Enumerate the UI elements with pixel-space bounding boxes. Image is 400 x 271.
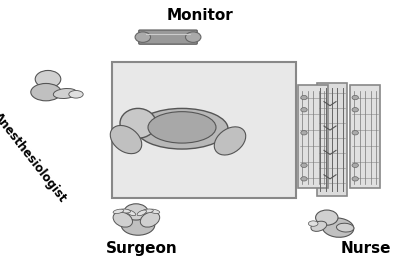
Ellipse shape [69, 91, 83, 98]
Circle shape [352, 108, 358, 112]
Circle shape [301, 177, 307, 181]
Circle shape [35, 70, 61, 88]
Circle shape [124, 204, 148, 220]
Circle shape [186, 32, 201, 42]
Circle shape [352, 131, 358, 135]
Ellipse shape [53, 89, 77, 98]
Circle shape [301, 131, 307, 135]
Ellipse shape [120, 209, 130, 213]
Circle shape [316, 210, 338, 225]
Ellipse shape [137, 210, 146, 216]
Ellipse shape [136, 108, 228, 149]
Ellipse shape [113, 212, 132, 227]
Text: Monitor: Monitor [167, 8, 233, 23]
Bar [350, 85, 380, 188]
Circle shape [301, 95, 307, 100]
Bar [298, 85, 328, 188]
Ellipse shape [142, 209, 153, 213]
Text: Anesthesiologist: Anesthesiologist [0, 110, 69, 205]
Circle shape [352, 177, 358, 181]
Circle shape [135, 32, 150, 42]
Circle shape [352, 95, 358, 100]
Ellipse shape [311, 221, 327, 231]
Ellipse shape [149, 209, 160, 214]
Text: Surgeon: Surgeon [106, 241, 178, 256]
Bar [112, 62, 296, 198]
Ellipse shape [308, 221, 318, 226]
FancyBboxPatch shape [139, 30, 197, 44]
Ellipse shape [148, 112, 216, 143]
Ellipse shape [336, 223, 354, 232]
Circle shape [301, 108, 307, 112]
Ellipse shape [121, 215, 155, 235]
Circle shape [352, 163, 358, 167]
Ellipse shape [126, 210, 136, 216]
Bar [317, 83, 347, 196]
Circle shape [301, 163, 307, 167]
Ellipse shape [113, 209, 124, 214]
Text: Nurse: Nurse [341, 241, 391, 256]
Ellipse shape [214, 127, 246, 155]
Ellipse shape [120, 108, 156, 138]
Ellipse shape [31, 83, 61, 101]
Ellipse shape [140, 212, 160, 227]
Ellipse shape [110, 125, 142, 154]
Ellipse shape [322, 218, 354, 237]
